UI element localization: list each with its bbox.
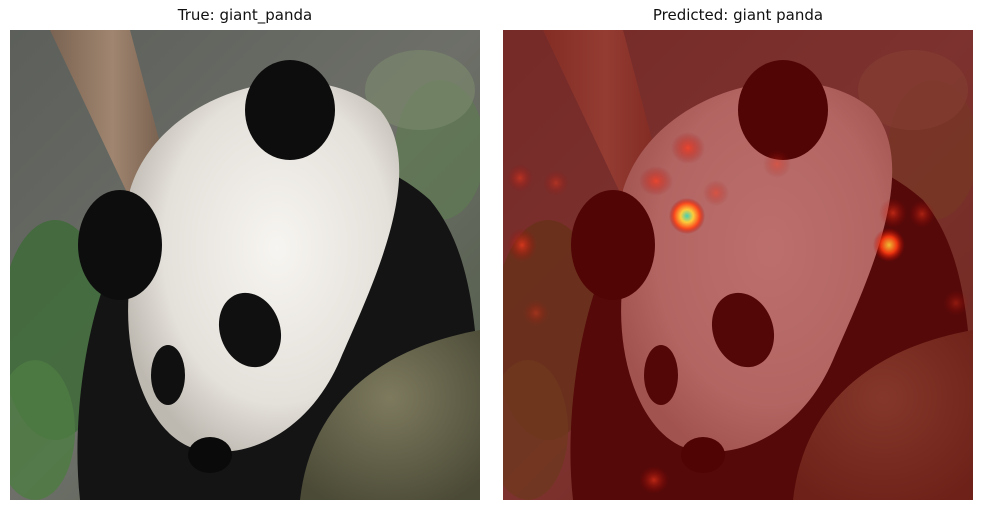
- panda-photo-heatmap: [503, 30, 973, 500]
- attention-hotspots: [507, 132, 969, 494]
- heatmap-image: [503, 30, 973, 500]
- panda-ear-left: [78, 190, 162, 300]
- right-panel: Predicted: giant panda: [503, 0, 973, 510]
- left-panel: True: giant_panda: [10, 0, 480, 510]
- original-image: [10, 30, 480, 500]
- panda-ear-right: [245, 60, 335, 160]
- panda-eye-patch-left: [151, 345, 185, 405]
- heatmap-overlay: [503, 30, 973, 500]
- right-panel-title: Predicted: giant panda: [652, 6, 824, 24]
- panda-photo: [10, 30, 480, 500]
- panda-nose: [188, 437, 232, 473]
- panda-head: [128, 81, 400, 452]
- panda-eye-patch-right: [218, 292, 282, 368]
- hotspot-right: [873, 228, 905, 262]
- log: [300, 330, 480, 500]
- left-panel-title: True: giant_panda: [177, 6, 313, 24]
- hotspot-peak: [669, 198, 705, 234]
